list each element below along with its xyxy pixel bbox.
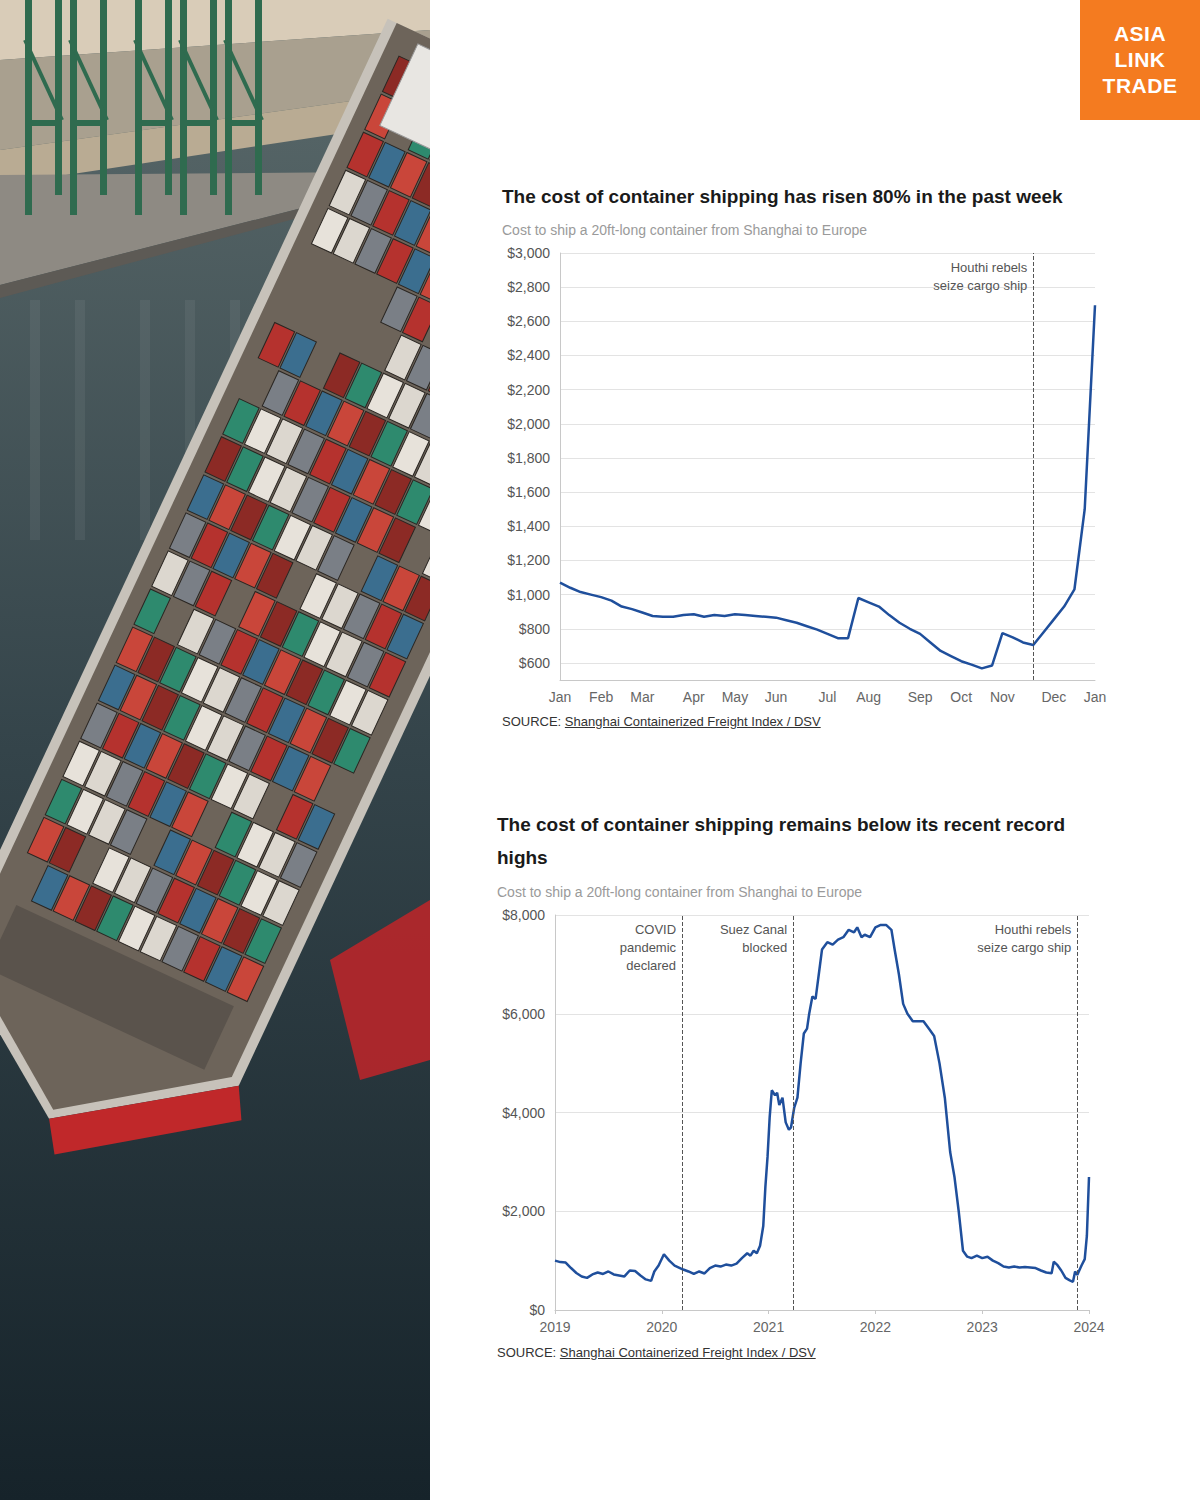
svg-text:Jun: Jun xyxy=(765,689,788,705)
html-text:TRADE: TRADE xyxy=(1102,74,1178,97)
svg-text:Jan: Jan xyxy=(549,689,572,705)
svg-text:$2,400: $2,400 xyxy=(507,347,550,363)
svg-text:Aug: Aug xyxy=(856,689,881,705)
html-text:Cost to ship a 20ft-long conta: Cost to ship a 20ft-long container from … xyxy=(497,884,862,900)
svg-text:seize cargo ship: seize cargo ship xyxy=(933,278,1027,293)
svg-text:Nov: Nov xyxy=(990,689,1015,705)
svg-text:$1,800: $1,800 xyxy=(507,450,550,466)
svg-text:$3,000: $3,000 xyxy=(507,245,550,261)
svg-text:Apr: Apr xyxy=(683,689,705,705)
svg-text:$2,600: $2,600 xyxy=(507,313,550,329)
html-text:LINK: LINK xyxy=(1114,48,1166,71)
svg-text:blocked: blocked xyxy=(742,940,787,955)
svg-text:2023: 2023 xyxy=(967,1319,998,1335)
svg-text:declared: declared xyxy=(626,958,676,973)
svg-text:Sep: Sep xyxy=(908,689,933,705)
svg-text:Houthi rebels: Houthi rebels xyxy=(995,922,1072,937)
svg-text:Feb: Feb xyxy=(589,689,613,705)
svg-text:2021: 2021 xyxy=(753,1319,784,1335)
svg-text:seize cargo ship: seize cargo ship xyxy=(977,940,1071,955)
svg-text:pandemic: pandemic xyxy=(620,940,677,955)
html-text:The cost of container shipping: The cost of container shipping has risen… xyxy=(502,186,1063,207)
svg-text:2020: 2020 xyxy=(646,1319,677,1335)
html-text:SOURCE: Shanghai Containerized: SOURCE: Shanghai Containerized Freight I… xyxy=(502,714,821,729)
svg-text:2019: 2019 xyxy=(539,1319,570,1335)
svg-text:$1,000: $1,000 xyxy=(507,587,550,603)
svg-text:Dec: Dec xyxy=(1041,689,1066,705)
html-text:The cost of container shipping: The cost of container shipping remains b… xyxy=(497,814,1065,868)
svg-text:Suez Canal: Suez Canal xyxy=(720,922,787,937)
svg-text:$0: $0 xyxy=(529,1302,545,1318)
svg-text:Houthi rebels: Houthi rebels xyxy=(951,260,1028,275)
svg-text:$1,600: $1,600 xyxy=(507,484,550,500)
svg-text:$2,000: $2,000 xyxy=(507,416,550,432)
svg-text:$2,800: $2,800 xyxy=(507,279,550,295)
svg-text:May: May xyxy=(722,689,748,705)
svg-text:$2,200: $2,200 xyxy=(507,382,550,398)
svg-text:Oct: Oct xyxy=(950,689,972,705)
svg-text:$800: $800 xyxy=(519,621,550,637)
html-text:ASIA: ASIA xyxy=(1113,22,1167,45)
html-text:Cost to ship a 20ft-long conta: Cost to ship a 20ft-long container from … xyxy=(502,222,867,238)
svg-text:$4,000: $4,000 xyxy=(502,1105,545,1121)
svg-text:$6,000: $6,000 xyxy=(502,1006,545,1022)
svg-text:$1,200: $1,200 xyxy=(507,552,550,568)
svg-text:COVID: COVID xyxy=(635,922,676,937)
svg-text:$8,000: $8,000 xyxy=(502,907,545,923)
svg-text:2024: 2024 xyxy=(1073,1319,1104,1335)
svg-text:Mar: Mar xyxy=(630,689,654,705)
svg-text:$1,400: $1,400 xyxy=(507,518,550,534)
svg-text:$600: $600 xyxy=(519,655,550,671)
svg-text:$2,000: $2,000 xyxy=(502,1203,545,1219)
svg-text:2022: 2022 xyxy=(860,1319,891,1335)
html-text:SOURCE: Shanghai Containerized: SOURCE: Shanghai Containerized Freight I… xyxy=(497,1345,816,1360)
svg-text:Jan: Jan xyxy=(1084,689,1107,705)
svg-text:Jul: Jul xyxy=(819,689,837,705)
